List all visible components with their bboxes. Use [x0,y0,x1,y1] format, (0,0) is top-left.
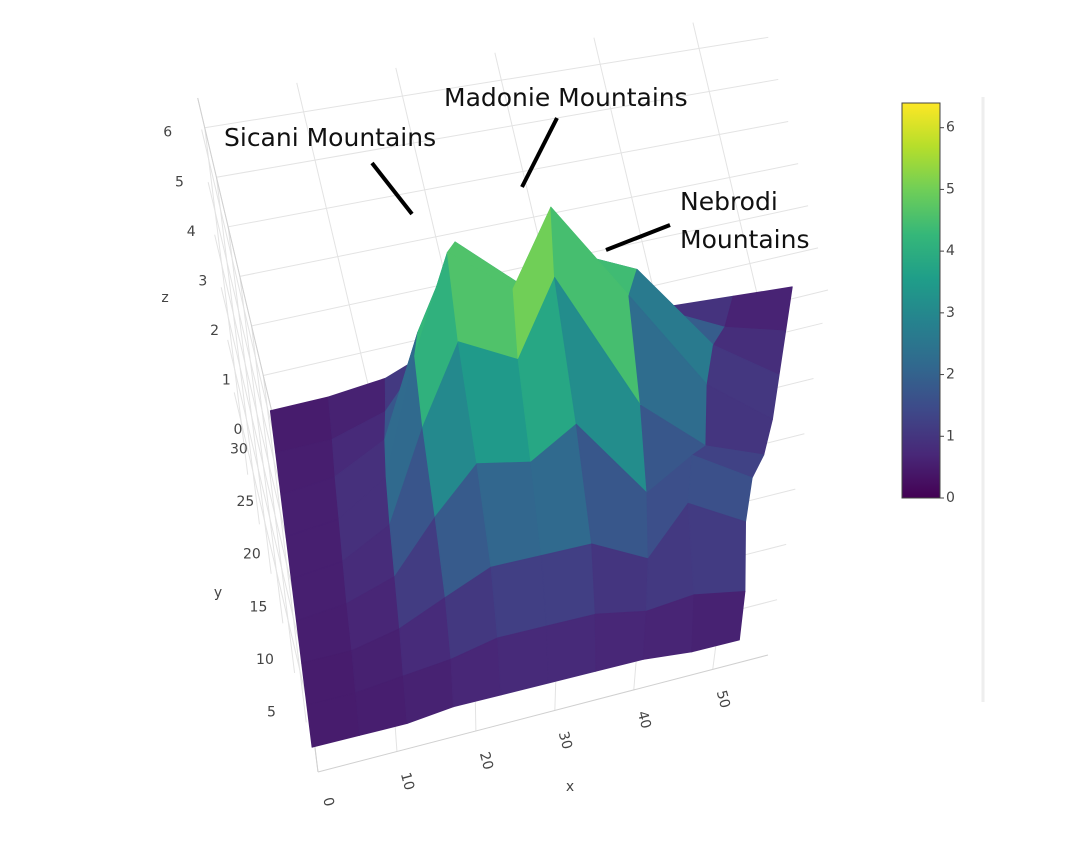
grid-line [692,22,761,307]
surface-patch [497,625,549,696]
colorbar-tick-label: 0 [946,490,955,506]
grid-line [201,129,280,457]
x-tick-label: 20 [476,750,496,771]
x-tick-label: 0 [319,796,337,809]
colorbar-tick-label: 5 [946,181,955,197]
surface-patch [540,543,596,627]
surface-patch [691,591,746,653]
grid-line [251,325,296,673]
surface-patch [490,555,547,639]
grid-line [215,177,260,525]
annotation: Madonie Mountains [444,83,688,112]
y-tick-label: 15 [250,599,268,615]
z-tick-label: 1 [222,372,231,388]
grid-line [227,339,306,667]
surface-patch [546,613,597,684]
grid-line [233,392,312,720]
colorbar-tick-label: 1 [946,428,955,444]
grid-line [220,287,299,615]
z-tick-label: 5 [175,174,184,190]
x-axis-title: x [566,779,574,795]
surface-patch [724,286,793,332]
y-tick-label: 30 [230,442,248,458]
axis-line [317,654,769,773]
grid-line [262,375,307,723]
colorbar-tick-label: 3 [946,305,955,321]
y-tick-label: 5 [267,704,276,720]
axis-line [197,97,276,426]
colorbar-tick-label: 4 [946,243,955,259]
x-tick-label: 30 [555,730,575,751]
annotation: Sicani Mountains [224,123,437,152]
grid-line [204,127,249,475]
y-tick-label: 20 [243,547,261,563]
grid-line [593,37,664,331]
grid-line [207,182,286,510]
grid-line [228,121,789,228]
annotation-leaders [370,117,671,252]
grid-line [204,36,769,129]
leader-line [520,117,559,188]
grid-line [239,163,799,277]
annotation: Nebrodi Mountains [680,187,810,254]
y-tick-label: 10 [256,652,274,668]
z-tick-label: 4 [187,224,196,240]
grid-line [239,276,284,624]
z-tick-label: 6 [163,125,172,141]
y-tick-label: 25 [237,494,255,510]
grid-line [296,82,373,402]
x-tick-label: 40 [634,709,654,730]
colorbar-tick-label: 2 [946,367,955,383]
z-tick-label: 2 [210,323,219,339]
x-tick-label: 10 [397,771,417,792]
grid-line [227,226,272,574]
z-tick-label: 0 [234,422,243,438]
leader-line [370,161,414,216]
x-tick-label: 50 [713,689,733,710]
grid-line [214,234,293,562]
grid-line [216,78,779,178]
colorbar-tick-label: 6 [946,120,955,136]
colorbar [901,102,941,499]
z-tick-label: 3 [198,273,207,289]
y-axis-title: y [214,585,222,601]
surface-patch [594,610,647,672]
leader-line [605,223,671,252]
z-axis-title: z [161,290,168,306]
